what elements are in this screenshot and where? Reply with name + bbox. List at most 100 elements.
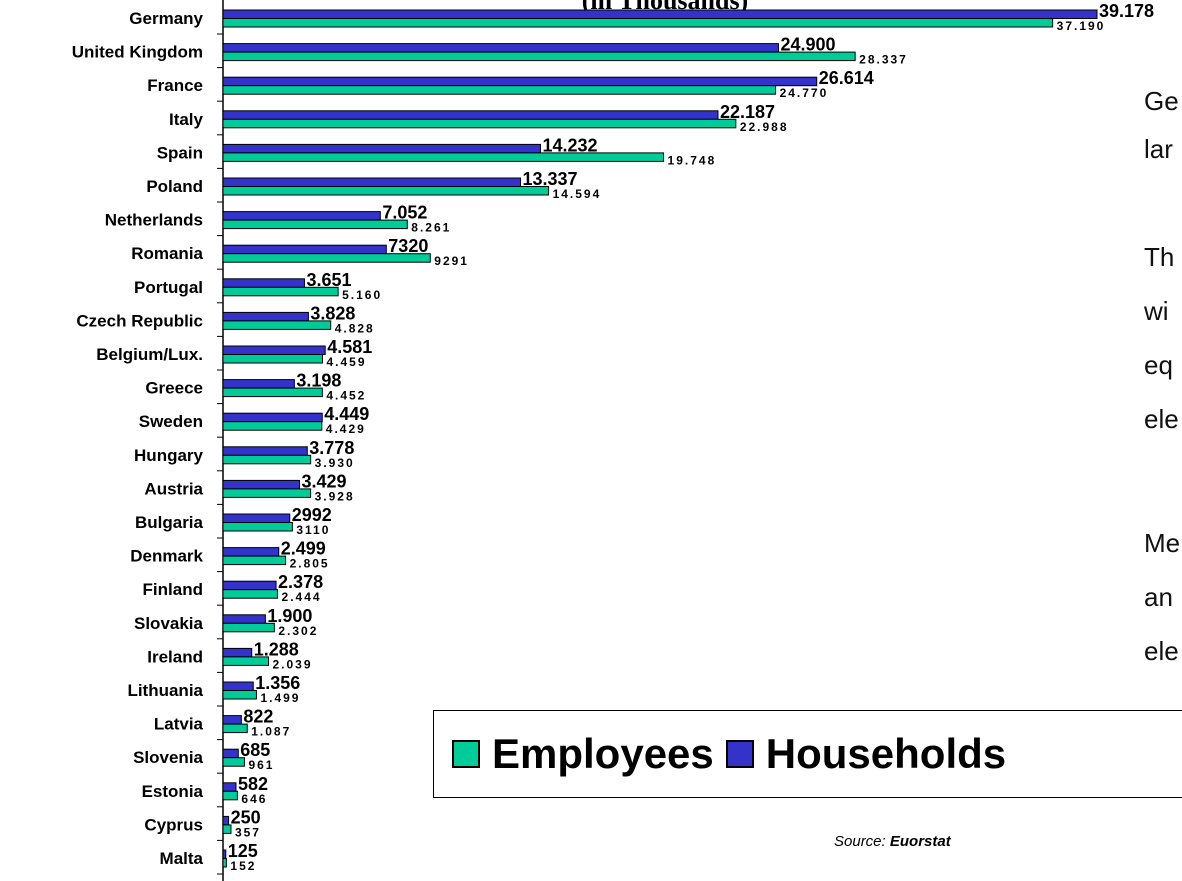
households-bar-slovakia (222, 614, 266, 624)
employees-bar-sweden (222, 421, 323, 431)
category-label-belgium-lux: Belgium/Lux. (96, 345, 203, 364)
employees-value-austria: 3.928 (315, 489, 355, 503)
legend-item-households: Households (725, 730, 1007, 778)
households-bar-denmark (222, 547, 280, 557)
side-text-line-8: an (1144, 582, 1173, 612)
households-bar-sweden (222, 412, 323, 423)
category-label-france: France (147, 76, 203, 95)
employees-value-united-kingdom: 28.337 (859, 53, 908, 67)
employees-value-czech-republic: 4.828 (335, 321, 375, 335)
households-value-poland: 13.337 (523, 169, 578, 189)
households-bar-finland (222, 580, 277, 591)
households-value-hungary: 3.778 (309, 438, 354, 458)
source-note: Source: Euorstat (834, 833, 951, 850)
households-value-cyprus: 250 (231, 807, 261, 827)
category-label-spain: Spain (157, 143, 203, 162)
employees-bar-portugal (222, 286, 339, 297)
households-bar-hungary (222, 446, 308, 456)
employees-bar-czech-republic (222, 320, 332, 330)
side-text-line-1: Ge (1144, 86, 1179, 116)
employees-value-germany: 37.190 (1057, 19, 1106, 33)
households-bar-united-kingdom (222, 43, 779, 53)
employees-bar-netherlands (222, 219, 408, 230)
employees-bar-italy (222, 118, 737, 129)
households-bar-bulgaria (222, 513, 291, 523)
employees-value-bulgaria: 3110 (296, 523, 330, 537)
employees-value-spain: 19.748 (668, 153, 717, 167)
households-bar-portugal (222, 278, 305, 288)
households-value-portugal: 3.651 (306, 270, 351, 290)
employees-value-malta: 152 (230, 859, 256, 873)
source-prefix: Source: (834, 833, 890, 850)
employees-value-lithuania: 1.499 (260, 691, 300, 705)
category-label-germany: Germany (129, 9, 203, 28)
category-label-estonia: Estonia (142, 782, 204, 801)
employees-bar-austria (222, 488, 312, 498)
employees-bar-cyprus (222, 824, 232, 834)
side-text-line-7: Me (1144, 528, 1181, 558)
households-bar-spain (222, 143, 541, 154)
category-label-ireland: Ireland (147, 647, 203, 666)
category-label-cyprus: Cyprus (144, 815, 203, 834)
households-bar-belgium-lux (222, 345, 326, 355)
employees-bar-france (222, 85, 777, 95)
category-label-latvia: Latvia (154, 715, 204, 734)
households-bar-ireland (222, 647, 253, 658)
category-label-united-kingdom: United Kingdom (72, 43, 203, 62)
employees-value-slovakia: 2.302 (278, 624, 318, 638)
employees-value-netherlands: 8.261 (411, 221, 451, 235)
households-bar-malta (222, 849, 227, 859)
employees-bar-hungary (222, 454, 312, 465)
category-label-czech-republic: Czech Republic (76, 311, 203, 330)
employees-value-finland: 2.444 (282, 590, 322, 604)
employees-bar-lithuania (222, 690, 257, 700)
side-text-line-9: ele (1144, 636, 1179, 666)
employees-value-portugal: 5.160 (342, 288, 382, 302)
category-label-austria: Austria (144, 479, 203, 498)
employees-bar-spain (222, 152, 665, 162)
category-label-greece: Greece (145, 379, 203, 398)
households-value-greece: 3.198 (296, 371, 341, 391)
category-label-italy: Italy (169, 110, 204, 129)
employees-value-italy: 22.988 (740, 120, 789, 134)
households-value-germany: 39.178 (1099, 1, 1154, 21)
employees-bar-denmark (222, 555, 287, 566)
legend-label-households: Households (765, 730, 1007, 777)
source-name: Euorstat (889, 833, 951, 850)
employees-bar-bulgaria (222, 522, 293, 532)
legend-item-employees: Employees (452, 730, 714, 778)
households-value-slovenia: 685 (240, 740, 270, 760)
households-swatch (725, 740, 754, 768)
category-label-portugal: Portugal (134, 278, 203, 297)
employees-bar-united-kingdom (222, 51, 856, 62)
households-bar-slovenia (222, 748, 239, 759)
side-text-line-3: Th (1144, 242, 1175, 272)
legend-label-employees: Employees (492, 730, 714, 777)
households-value-malta: 125 (228, 841, 258, 861)
employees-value-latvia: 1.087 (251, 725, 291, 739)
employees-bar-greece (222, 387, 323, 398)
category-label-finland: Finland (143, 580, 203, 599)
employees-bar-slovakia (222, 622, 275, 633)
category-label-lithuania: Lithuania (127, 681, 203, 700)
chart-legend: Employees Households (433, 710, 1182, 798)
households-bar-latvia (222, 715, 242, 725)
households-value-united-kingdom: 24.900 (780, 35, 835, 55)
households-bar-netherlands (222, 211, 381, 221)
households-bar-czech-republic (222, 311, 309, 322)
households-bar-estonia (222, 782, 237, 792)
households-bar-italy (222, 110, 719, 120)
households-value-finland: 2.378 (278, 572, 323, 592)
households-value-denmark: 2.499 (281, 539, 326, 559)
households-value-romania: 7320 (388, 236, 428, 256)
employees-bar-finland (222, 589, 279, 599)
side-text-line-2: lar (1144, 134, 1173, 164)
employees-value-estonia: 646 (241, 792, 267, 806)
category-label-denmark: Denmark (130, 547, 203, 566)
employees-bar-latvia (222, 723, 248, 734)
households-value-netherlands: 7.052 (382, 203, 427, 223)
category-label-slovakia: Slovakia (134, 614, 204, 633)
households-value-bulgaria: 2992 (292, 505, 332, 525)
side-text-line-4: wi (1144, 296, 1169, 326)
households-bar-poland (222, 177, 522, 187)
